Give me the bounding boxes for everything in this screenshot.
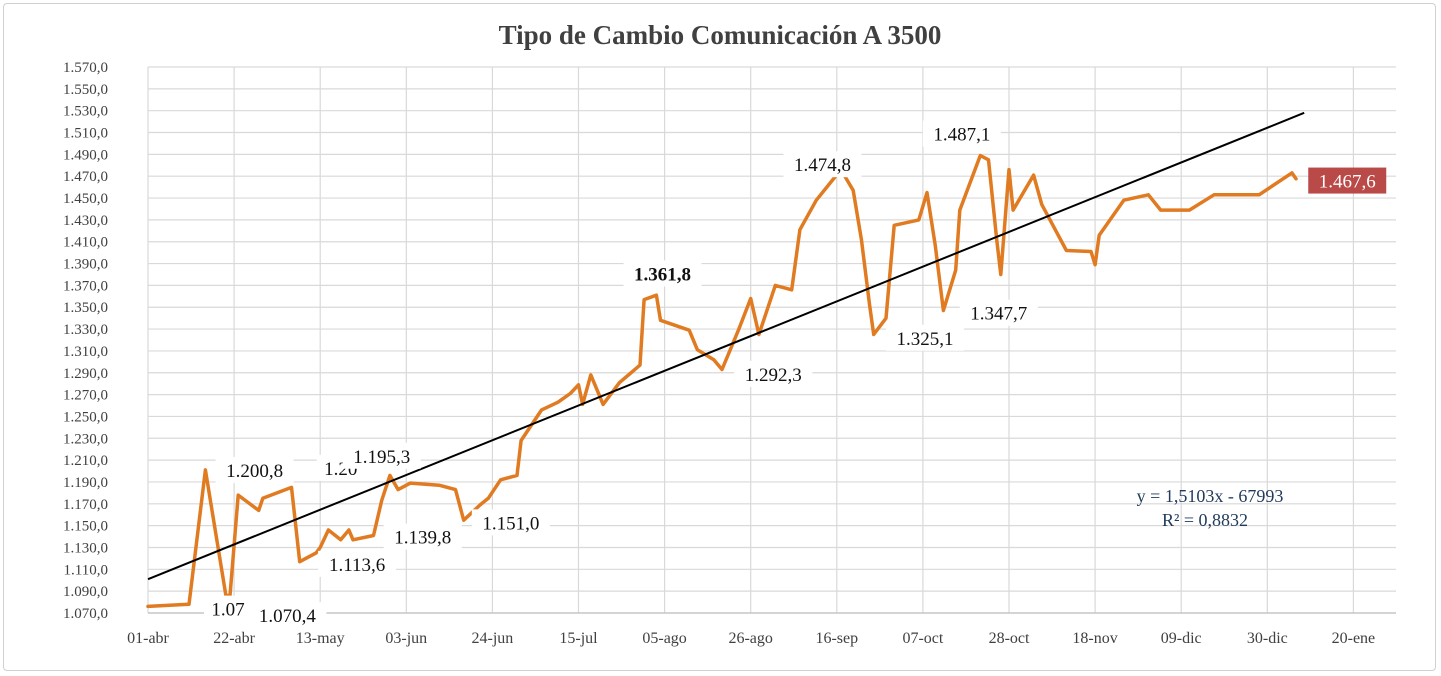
- data-label: 1.292,3: [734, 360, 813, 387]
- trendline-r2: R² = 0,8832: [1162, 510, 1248, 530]
- x-tick-label: 03-jun: [385, 630, 427, 647]
- data-label: 1.361,8: [623, 260, 702, 287]
- x-tick-label: 01-abr: [127, 630, 169, 647]
- y-tick-label: 1.450,0: [63, 191, 108, 207]
- data-label-box: [318, 550, 397, 577]
- y-tick-label: 1.510,0: [63, 126, 108, 142]
- data-label-text: 1.474,8: [794, 155, 851, 176]
- y-tick-label: 1.070,0: [63, 606, 108, 622]
- data-label: 1.151,0: [471, 509, 550, 536]
- y-tick-label: 1.150,0: [63, 519, 108, 535]
- data-label-text: 1.347,7: [970, 304, 1027, 325]
- y-tick-label: 1.470,0: [63, 169, 108, 185]
- data-label: 1.195,3: [342, 442, 421, 469]
- data-label-text: 1.070,4: [259, 606, 317, 627]
- gridlines: [147, 66, 1396, 614]
- x-tick-label: 22-abr: [213, 630, 255, 647]
- y-tick-label: 1.210,0: [63, 453, 108, 469]
- y-tick-label: 1.570,0: [63, 60, 108, 76]
- x-tick-label: 05-ago: [642, 630, 686, 647]
- data-label-box: [342, 442, 421, 469]
- data-label-box: [471, 509, 550, 536]
- y-tick-label: 1.130,0: [63, 540, 108, 556]
- data-label: 1.474,8: [783, 151, 862, 178]
- y-tick-label: 1.430,0: [63, 213, 108, 229]
- trendline-equation: y = 1,5103x - 67993: [1137, 486, 1284, 506]
- y-tick-label: 1.310,0: [63, 344, 108, 360]
- data-labels: 1.07 1.070,41.200,8 1.201.195,31.113,61.13…: [203, 120, 1387, 629]
- data-label: 1.200,8: [215, 456, 294, 483]
- y-tick-label: 1.350,0: [63, 300, 108, 316]
- x-tick-label: 28-oct: [989, 630, 1030, 647]
- data-label: 1.07: [203, 595, 252, 622]
- y-tick-label: 1.410,0: [63, 235, 108, 251]
- data-label-text: 1.487,1: [933, 125, 990, 146]
- x-tick-label: 15-jul: [559, 630, 598, 647]
- data-label-text: 1.195,3: [353, 447, 410, 468]
- chart-title: Tipo de Cambio Comunicación A 3500: [499, 20, 942, 50]
- data-label-box: [885, 324, 964, 351]
- x-tick-label: 26-ago: [728, 630, 772, 647]
- data-label: 1.070,4: [248, 602, 327, 629]
- data-label: 1.113,6: [318, 550, 397, 577]
- data-label-text: 1.292,3: [745, 365, 802, 386]
- y-axis: 1.070,0 1.090,0 1.110,0 1.130,0 1.150,0 1.170…: [63, 60, 108, 622]
- data-label: 1.347,7: [959, 299, 1038, 326]
- y-tick-label: 1.110,0: [64, 562, 108, 578]
- y-tick-label: 1.370,0: [63, 278, 108, 294]
- data-label-text: 1.361,8: [634, 264, 691, 285]
- data-label-box: [1308, 167, 1387, 194]
- data-label: 1.467,6: [1308, 167, 1387, 194]
- data-label-box: [383, 523, 462, 550]
- y-tick-label: 1.190,0: [63, 475, 108, 491]
- data-label-text: 1.113,6: [329, 555, 385, 576]
- x-tick-label: 13-may: [296, 630, 345, 647]
- data-label-box: [248, 602, 327, 629]
- data-label-text: 1.151,0: [482, 513, 539, 534]
- data-label-box: [623, 260, 702, 287]
- y-tick-label: 1.290,0: [63, 366, 108, 382]
- y-tick-label: 1.170,0: [63, 497, 108, 513]
- data-label-text: 1.467,6: [1319, 172, 1376, 193]
- x-tick-label: 24-jun: [472, 630, 514, 647]
- data-label-box: [215, 456, 294, 483]
- data-label-text: 1.139,8: [394, 528, 451, 549]
- x-tick-label: 20-ene: [1332, 630, 1376, 647]
- data-label-box: [922, 120, 1001, 147]
- x-tick-label: 07-oct: [902, 630, 943, 647]
- data-label-text: 1.325,1: [896, 329, 953, 350]
- y-tick-label: 1.270,0: [63, 388, 108, 404]
- data-label-text: 1.07: [211, 600, 244, 621]
- y-tick-label: 1.230,0: [63, 431, 108, 447]
- y-tick-label: 1.390,0: [63, 257, 108, 273]
- y-tick-label: 1.090,0: [63, 584, 108, 600]
- x-tick-label: 09-dic: [1161, 630, 1202, 647]
- y-tick-label: 1.490,0: [63, 147, 108, 163]
- data-label: 1.139,8: [383, 523, 462, 550]
- data-label-box: [203, 595, 252, 622]
- x-axis: 01-abr 22-abr 13-may 03-jun 24-jun 15-jul 05-a…: [127, 630, 1375, 647]
- y-tick-label: 1.250,0: [63, 409, 108, 425]
- y-tick-label: 1.330,0: [63, 322, 108, 338]
- y-tick-label: 1.550,0: [63, 82, 108, 98]
- data-label-box: [959, 299, 1038, 326]
- data-label: 1.325,1: [885, 324, 964, 351]
- y-tick-label: 1.530,0: [63, 104, 108, 120]
- data-label-box: [783, 151, 862, 178]
- x-tick-label: 18-nov: [1072, 630, 1117, 647]
- x-tick-label: 30-dic: [1247, 630, 1288, 647]
- trendline: [147, 111, 1305, 581]
- data-label-box: [734, 360, 813, 387]
- chart-frame: [3, 3, 1436, 671]
- series-layer: [146, 111, 1305, 609]
- data-label: 1.487,1: [922, 120, 1001, 147]
- data-label-text: 1.200,8: [226, 461, 283, 482]
- x-tick-label: 16-sep: [815, 630, 858, 647]
